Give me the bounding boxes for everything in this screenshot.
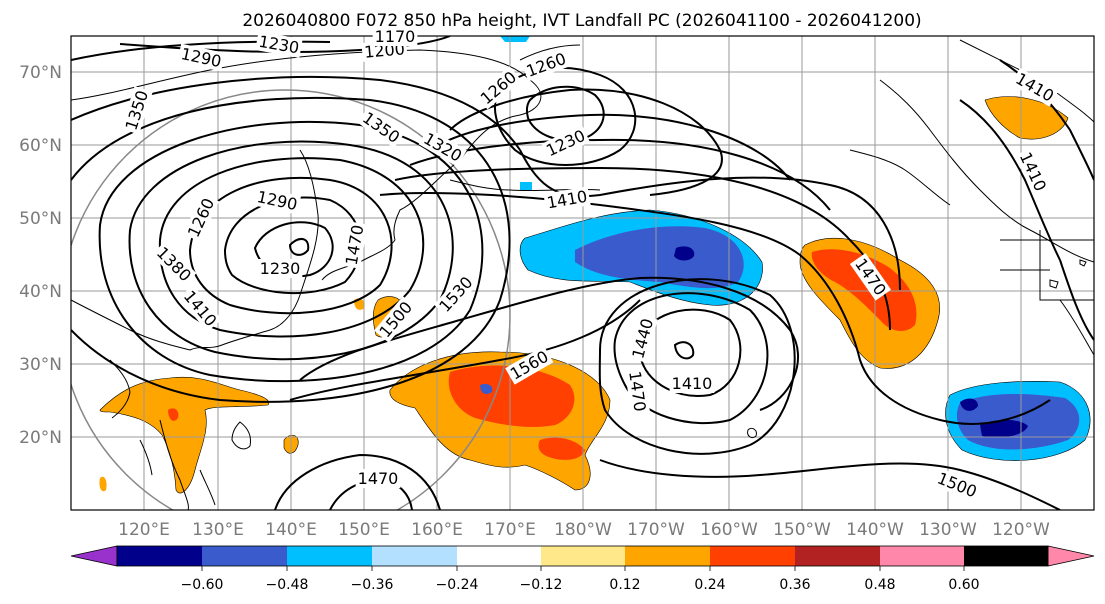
lat-label: 20°N [19, 428, 62, 448]
contour-label-halo [669, 374, 715, 393]
contour-label-halo [1014, 147, 1052, 196]
contour-label-halo [624, 367, 650, 415]
colorbar-outline [116, 545, 1049, 567]
contour-label-halo [521, 48, 571, 82]
lon-label: 130°W [919, 520, 977, 540]
contour-label-halo [505, 345, 554, 385]
colorbar-segment [457, 546, 541, 566]
contour-label-halo [372, 27, 418, 46]
lat-label: 70°N [19, 63, 62, 83]
colorbar-tick-label: 0.36 [779, 577, 810, 593]
contour-label-halo [543, 186, 591, 213]
contour-label-halo [255, 31, 303, 58]
contour-label-halo [418, 127, 467, 167]
colorbar-tick-label: 0.60 [948, 577, 979, 593]
contour-label-halo [355, 469, 401, 488]
contour-label-halo [849, 253, 892, 301]
contour-label-halo [178, 285, 222, 332]
contour-label-halo [357, 106, 405, 149]
lat-label: 60°N [19, 136, 62, 156]
colorbar-tick-label: −0.36 [351, 577, 394, 593]
contour-label-halo [541, 124, 590, 162]
lon-label: 120°W [992, 520, 1050, 540]
contour-label-halo [374, 296, 418, 343]
contour-label-halo [182, 193, 220, 242]
colorbar-tick-label: −0.12 [520, 577, 563, 593]
colorbar: −0.60 −0.48 −0.36 −0.24 −0.12 0.12 0.24 … [70, 545, 1095, 593]
lon-label: 130°E [192, 520, 244, 540]
lon-label: 180°W [554, 520, 612, 540]
contour-label-halo [341, 221, 368, 269]
colorbar-segment [202, 546, 287, 566]
colorbar-tick-label: −0.24 [436, 577, 479, 593]
longitude-labels: 120°E 130°E 140°E 150°E 160°E 170°E 180°… [118, 520, 1050, 540]
contour-label-halo [120, 86, 153, 135]
contour-label-halo [627, 314, 658, 363]
ivt-positive-central-pacific [354, 296, 611, 491]
contour-label: 1470 [358, 469, 399, 488]
lon-label: 160°E [411, 520, 463, 540]
colorbar-segment [795, 546, 880, 566]
colorbar-tick-label: 0.24 [694, 577, 725, 593]
colorbar-segment [880, 546, 964, 566]
colorbar-extend-low [70, 545, 118, 567]
latitude-labels: 70°N 60°N 50°N 40°N 30°N 20°N [19, 63, 62, 448]
contour-label-halo [177, 43, 225, 72]
lon-label: 160°W [700, 520, 758, 540]
contour-label-halo [433, 271, 478, 318]
figure-title: 2026040800 F072 850 hPa height, IVT Land… [242, 11, 921, 31]
contour-label: 1230 [260, 259, 301, 278]
contour-label-halo [257, 259, 303, 278]
colorbar-ticks [201, 566, 965, 571]
lon-label: 170°W [627, 520, 685, 540]
colorbar-segment [710, 546, 795, 566]
colorbar-tick-label: 0.12 [609, 577, 640, 593]
colorbar-tick-label: −0.48 [266, 577, 309, 593]
lat-label: 30°N [19, 355, 62, 375]
landfall-region-circle [71, 89, 511, 510]
lon-label: 170°E [484, 520, 536, 540]
lat-label: 40°N [19, 282, 62, 302]
lat-label: 50°N [19, 209, 62, 229]
contour-label-halo [475, 66, 522, 110]
lon-label: 120°E [118, 520, 170, 540]
contour-label-halo [151, 241, 197, 287]
colorbar-extend-high [1047, 545, 1095, 567]
contour-label-halo [1010, 67, 1059, 107]
lon-label: 150°W [773, 520, 831, 540]
lon-label: 140°W [846, 520, 904, 540]
lon-label: 150°E [338, 520, 390, 540]
contour-label: 1410 [672, 374, 713, 393]
colorbar-segment [964, 546, 1048, 566]
colorbar-segment [541, 546, 625, 566]
contour-label-halo [253, 186, 301, 215]
colorbar-segment [287, 546, 372, 566]
contour-label-halo [932, 467, 982, 503]
map-frame [70, 35, 1095, 511]
lon-label: 140°E [265, 520, 317, 540]
colorbar-tick-label: 0.48 [864, 577, 895, 593]
colorbar-tick-label: −0.60 [181, 577, 224, 593]
colorbar-segment [117, 546, 202, 566]
contour-label: 1170 [375, 27, 416, 46]
colorbar-segment [372, 546, 457, 566]
ivt-positive-northeast-pacific [799, 96, 1069, 369]
ivt-negative-east-pacific [945, 381, 1091, 461]
colorbar-segment [625, 546, 710, 566]
